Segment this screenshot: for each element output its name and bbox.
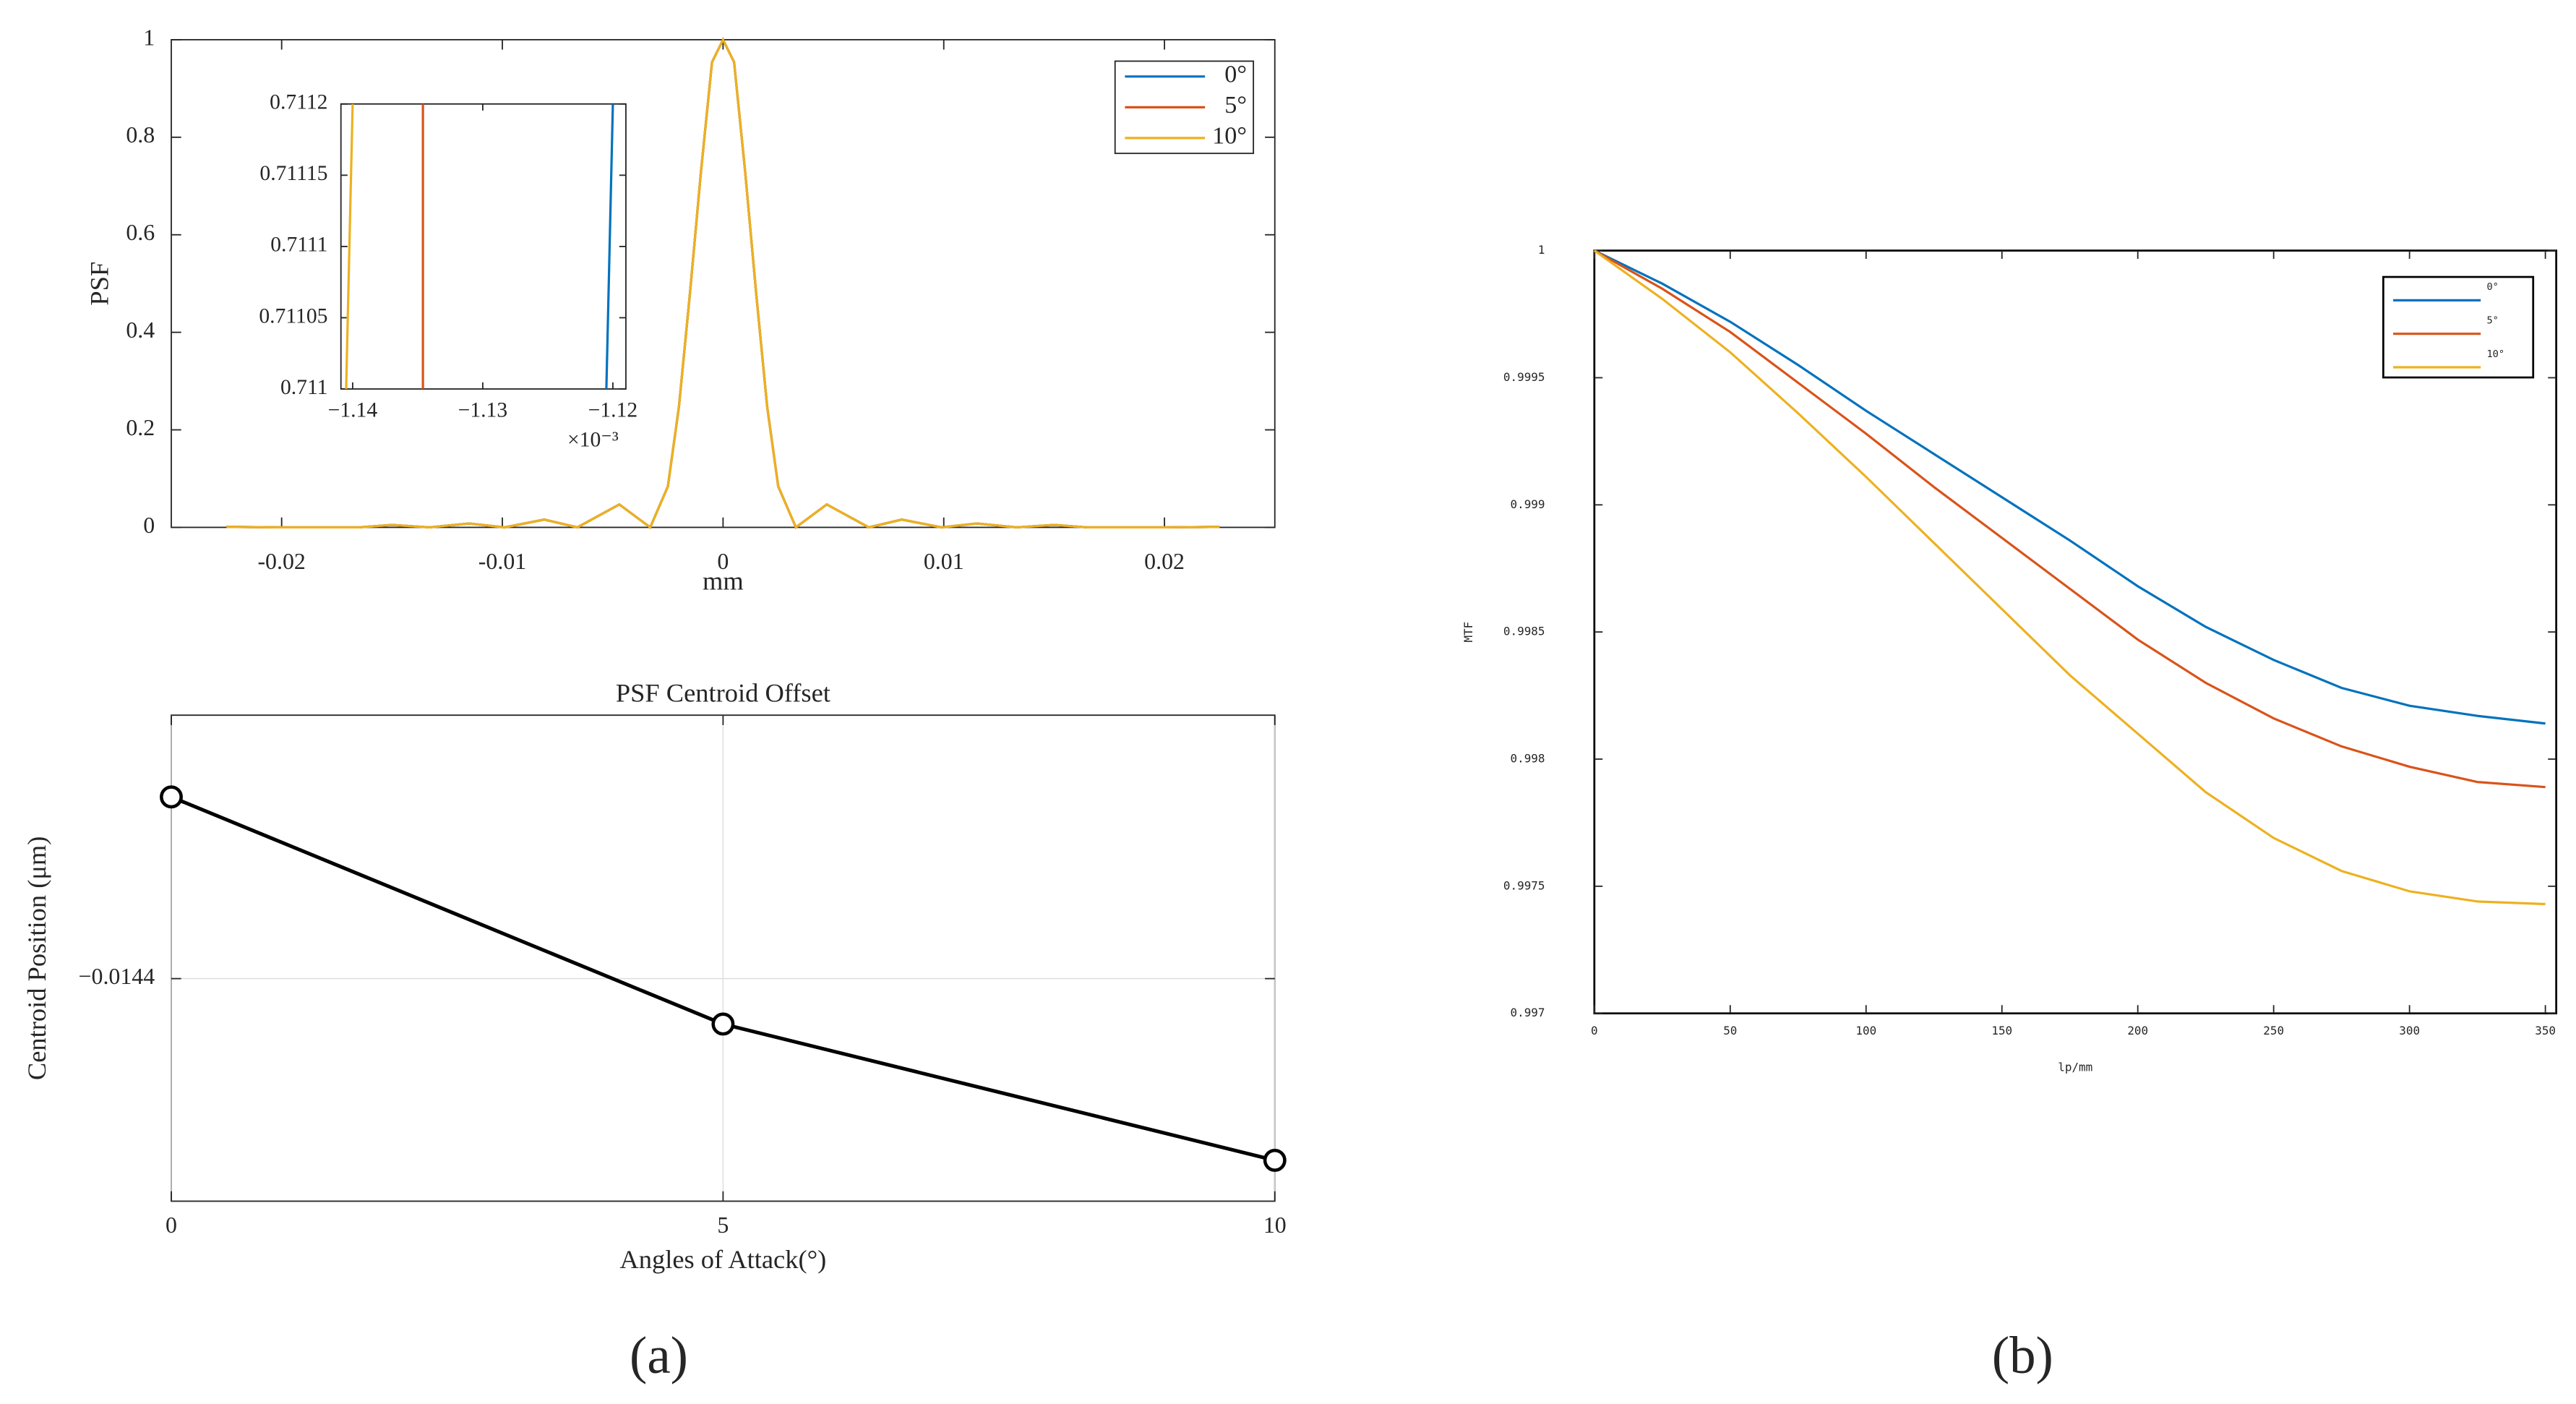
y-tick-label: 0 — [143, 513, 155, 538]
y-tick-label: 0.71105 — [259, 304, 327, 328]
y-tick-label: 0.9975 — [1503, 878, 1545, 892]
x-tick-label: 0.02 — [1144, 549, 1185, 574]
x-axis-label: mm — [703, 566, 744, 595]
panel-label: (a) — [630, 1326, 688, 1384]
y-tick-label: 0.8 — [126, 122, 155, 147]
series-line — [1593, 249, 2546, 906]
panel-label: (b) — [1992, 1326, 2053, 1384]
x-tick-label: −1.14 — [328, 399, 378, 422]
x-tick-label: 0 — [717, 549, 729, 574]
legend-label: 0° — [1224, 61, 1247, 88]
series-line — [605, 103, 614, 390]
y-axis-label: Centroid Position (μm) — [22, 836, 51, 1081]
y-tick-label: −0.0144 — [79, 964, 155, 989]
x-exponent-label: ×10⁻³ — [567, 429, 619, 452]
legend-label: 10° — [1212, 123, 1247, 150]
x-tick-label: −1.13 — [458, 399, 508, 422]
y-axis-label: PSF — [85, 262, 114, 306]
marker — [1263, 1148, 1287, 1172]
plot-area — [340, 103, 627, 390]
y-tick-label: 0.2 — [126, 415, 155, 440]
series-line — [226, 37, 1220, 529]
x-tick-label: 350 — [2535, 1024, 2556, 1037]
x-tick-label: 200 — [2127, 1024, 2148, 1037]
x-tick-label: 150 — [1991, 1024, 2012, 1037]
series-line — [1594, 249, 2546, 725]
x-tick-label: 250 — [2263, 1024, 2284, 1037]
x-axis-label: lp/mm — [2058, 1060, 2092, 1074]
chart: 0 50 100 150 200 250 300 350 0.997 0.9975 0.998 0.9… — [1461, 243, 2558, 1074]
x-tick-label: 5 — [717, 1212, 729, 1238]
legend-box — [2382, 275, 2535, 379]
x-tick-label: −1.12 — [588, 399, 638, 422]
marker — [711, 1012, 735, 1036]
chart: 0 5 10 −0.0144 PSF Centroid Offset Angles of … — [22, 678, 1287, 1274]
chart-title: PSF Centroid Offset — [616, 678, 830, 707]
x-tick-label: 50 — [1723, 1024, 1737, 1037]
legend-label: 10° — [2486, 348, 2504, 360]
y-tick-label: 0.999 — [1511, 497, 1545, 511]
x-tick-label: 10 — [1263, 1212, 1287, 1238]
plot-area — [171, 39, 1276, 528]
y-tick-label: 0.7112 — [270, 91, 327, 114]
y-tick-label: 0.6 — [126, 220, 155, 245]
x-tick-label: 100 — [1855, 1024, 1876, 1037]
y-tick-label: 1 — [1538, 243, 1545, 257]
x-tick-label: 0 — [1591, 1024, 1598, 1037]
x-axis-label: Angles of Attack(°) — [619, 1245, 826, 1274]
y-tick-label: 0.71115 — [259, 162, 327, 185]
y-tick-label: 0.998 — [1511, 751, 1545, 765]
x-tick-label: 0 — [166, 1212, 177, 1238]
y-tick-label: 0.711 — [280, 376, 328, 399]
x-tick-label: -0.01 — [478, 549, 526, 574]
series-line — [1594, 249, 2546, 789]
marker — [160, 785, 183, 809]
x-tick-label: -0.02 — [257, 549, 305, 574]
y-tick-label: 0.9985 — [1503, 625, 1545, 638]
legend-label: 5° — [2486, 314, 2498, 326]
legend-label: 0° — [2486, 281, 2498, 293]
y-axis-label: MTF — [1461, 622, 1475, 643]
y-tick-label: 0.997 — [1511, 1006, 1545, 1019]
chart: −1.14 −1.13 −1.12 0.711 0.71105 0.7111 0.71115… — [259, 91, 637, 452]
x-tick-label: 300 — [2399, 1024, 2420, 1037]
y-tick-label: 0.7111 — [270, 234, 327, 257]
series-line — [345, 103, 354, 390]
y-tick-label: 0.4 — [126, 317, 155, 343]
y-tick-label: 1 — [143, 25, 155, 50]
x-tick-label: 0.01 — [924, 549, 964, 574]
legend-label: 5° — [1224, 92, 1247, 119]
y-tick-label: 0.9995 — [1503, 370, 1545, 384]
